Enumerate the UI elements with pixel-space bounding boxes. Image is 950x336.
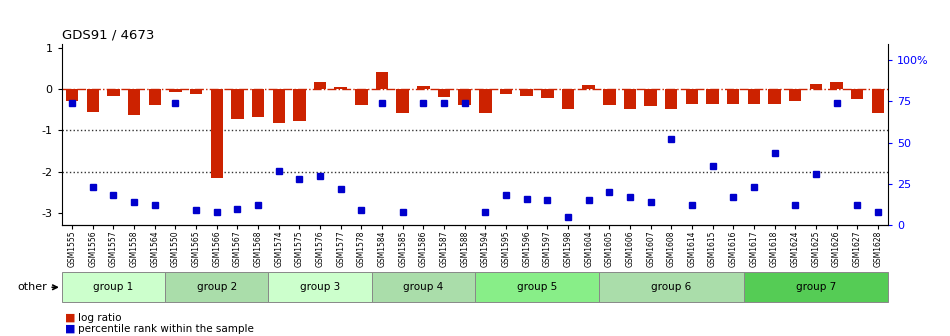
Bar bbox=[809, 84, 822, 89]
Text: group 2: group 2 bbox=[197, 282, 237, 292]
Bar bbox=[624, 89, 636, 109]
Bar bbox=[376, 72, 389, 89]
Bar bbox=[165, 272, 268, 302]
Bar bbox=[148, 89, 161, 105]
Bar bbox=[268, 272, 371, 302]
Bar bbox=[500, 89, 512, 94]
Bar bbox=[686, 89, 698, 104]
Bar bbox=[561, 89, 574, 109]
Bar bbox=[851, 89, 864, 99]
Bar bbox=[769, 89, 781, 104]
Bar bbox=[252, 89, 264, 117]
Bar bbox=[748, 89, 760, 104]
Bar bbox=[603, 89, 616, 105]
Bar bbox=[231, 89, 243, 119]
Bar bbox=[417, 86, 429, 89]
Bar bbox=[294, 89, 306, 121]
Bar bbox=[355, 89, 368, 105]
Bar bbox=[273, 89, 285, 123]
Text: group 3: group 3 bbox=[300, 282, 340, 292]
Bar bbox=[872, 89, 884, 113]
Bar bbox=[644, 89, 656, 107]
Bar bbox=[599, 272, 744, 302]
Text: group 5: group 5 bbox=[517, 282, 557, 292]
Bar bbox=[727, 89, 739, 104]
Bar bbox=[707, 89, 719, 104]
Bar bbox=[211, 89, 223, 178]
Bar bbox=[438, 89, 450, 97]
Bar bbox=[744, 272, 888, 302]
Bar bbox=[66, 89, 78, 100]
Bar bbox=[334, 87, 347, 89]
Bar bbox=[789, 89, 802, 100]
Bar bbox=[479, 89, 491, 113]
Bar bbox=[582, 85, 595, 89]
Bar bbox=[128, 89, 141, 115]
Text: group 7: group 7 bbox=[796, 282, 836, 292]
Bar bbox=[459, 89, 471, 105]
Bar bbox=[190, 89, 202, 94]
Bar bbox=[396, 89, 408, 113]
Bar bbox=[62, 272, 165, 302]
Bar bbox=[542, 89, 554, 98]
Bar bbox=[665, 89, 677, 109]
Bar bbox=[830, 82, 843, 89]
Text: group 4: group 4 bbox=[403, 282, 444, 292]
Text: GDS91 / 4673: GDS91 / 4673 bbox=[62, 28, 154, 41]
Text: ■: ■ bbox=[65, 312, 75, 323]
Bar bbox=[169, 89, 181, 91]
Text: group 1: group 1 bbox=[93, 282, 134, 292]
Bar bbox=[475, 272, 599, 302]
Bar bbox=[107, 89, 120, 96]
Bar bbox=[521, 89, 533, 96]
Text: other: other bbox=[17, 282, 48, 292]
Bar bbox=[371, 272, 475, 302]
Text: group 6: group 6 bbox=[651, 282, 692, 292]
Text: log ratio: log ratio bbox=[78, 312, 122, 323]
Bar bbox=[86, 89, 99, 112]
Text: percentile rank within the sample: percentile rank within the sample bbox=[78, 324, 254, 334]
Bar bbox=[314, 82, 326, 89]
Text: ■: ■ bbox=[65, 324, 75, 334]
